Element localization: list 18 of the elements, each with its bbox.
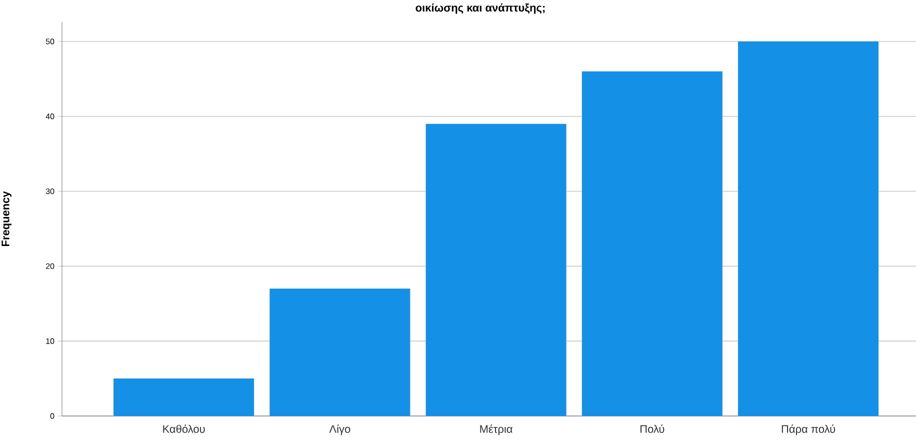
bar [426, 124, 566, 416]
bar [114, 378, 254, 416]
chart-title: οικίωσης και ανάπτυξης; [416, 3, 545, 14]
x-tick-label: Πάρα πολύ [782, 424, 836, 436]
y-tick-label: 30 [46, 188, 54, 194]
y-axis-title: Frequency [2, 191, 12, 246]
y-tick-label: 0 [50, 413, 54, 419]
x-tick-label: Μέτρια [480, 424, 512, 436]
x-tick-label: Λίγο [329, 424, 350, 436]
y-tick-label: 20 [46, 263, 54, 270]
bar [270, 288, 410, 416]
y-tick-label: 10 [46, 338, 54, 344]
y-tick-label: 50 [46, 38, 54, 44]
y-tick-label: 40 [46, 114, 54, 120]
x-tick-label: Πολύ [640, 424, 664, 433]
x-tick-label: Καθόλου [163, 424, 205, 433]
bar [738, 41, 879, 416]
bar [582, 71, 722, 416]
